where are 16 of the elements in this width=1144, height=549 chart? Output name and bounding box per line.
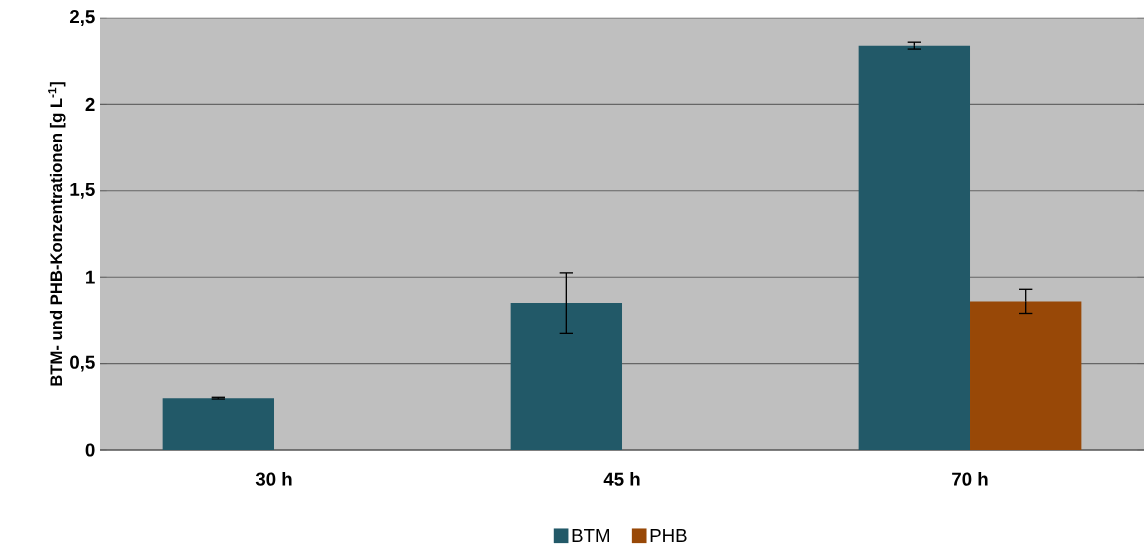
y-tick-label: 1: [86, 270, 95, 284]
legend-label: BTM: [572, 529, 609, 542]
y-tick-label: 1,5: [70, 182, 95, 199]
x-tick-label: 70 h: [952, 472, 988, 486]
y-tick-label: 0,5: [70, 355, 95, 372]
x-tick-label: 30 h: [255, 472, 292, 486]
bar: [510, 303, 623, 450]
bar: [970, 301, 1082, 450]
x-tick-label: 45 h: [603, 472, 640, 486]
bar: [162, 398, 274, 450]
legend-label: PHB: [650, 529, 687, 542]
y-tick-label: 2,5: [69, 10, 95, 26]
bar: [858, 45, 971, 450]
y-axis-title: BTM- und PHB-Konzentrationen [g L$^{-1}$]: [48, 82, 66, 386]
y-tick-label: 0: [85, 443, 95, 457]
y-tick-label: 2: [85, 97, 95, 111]
